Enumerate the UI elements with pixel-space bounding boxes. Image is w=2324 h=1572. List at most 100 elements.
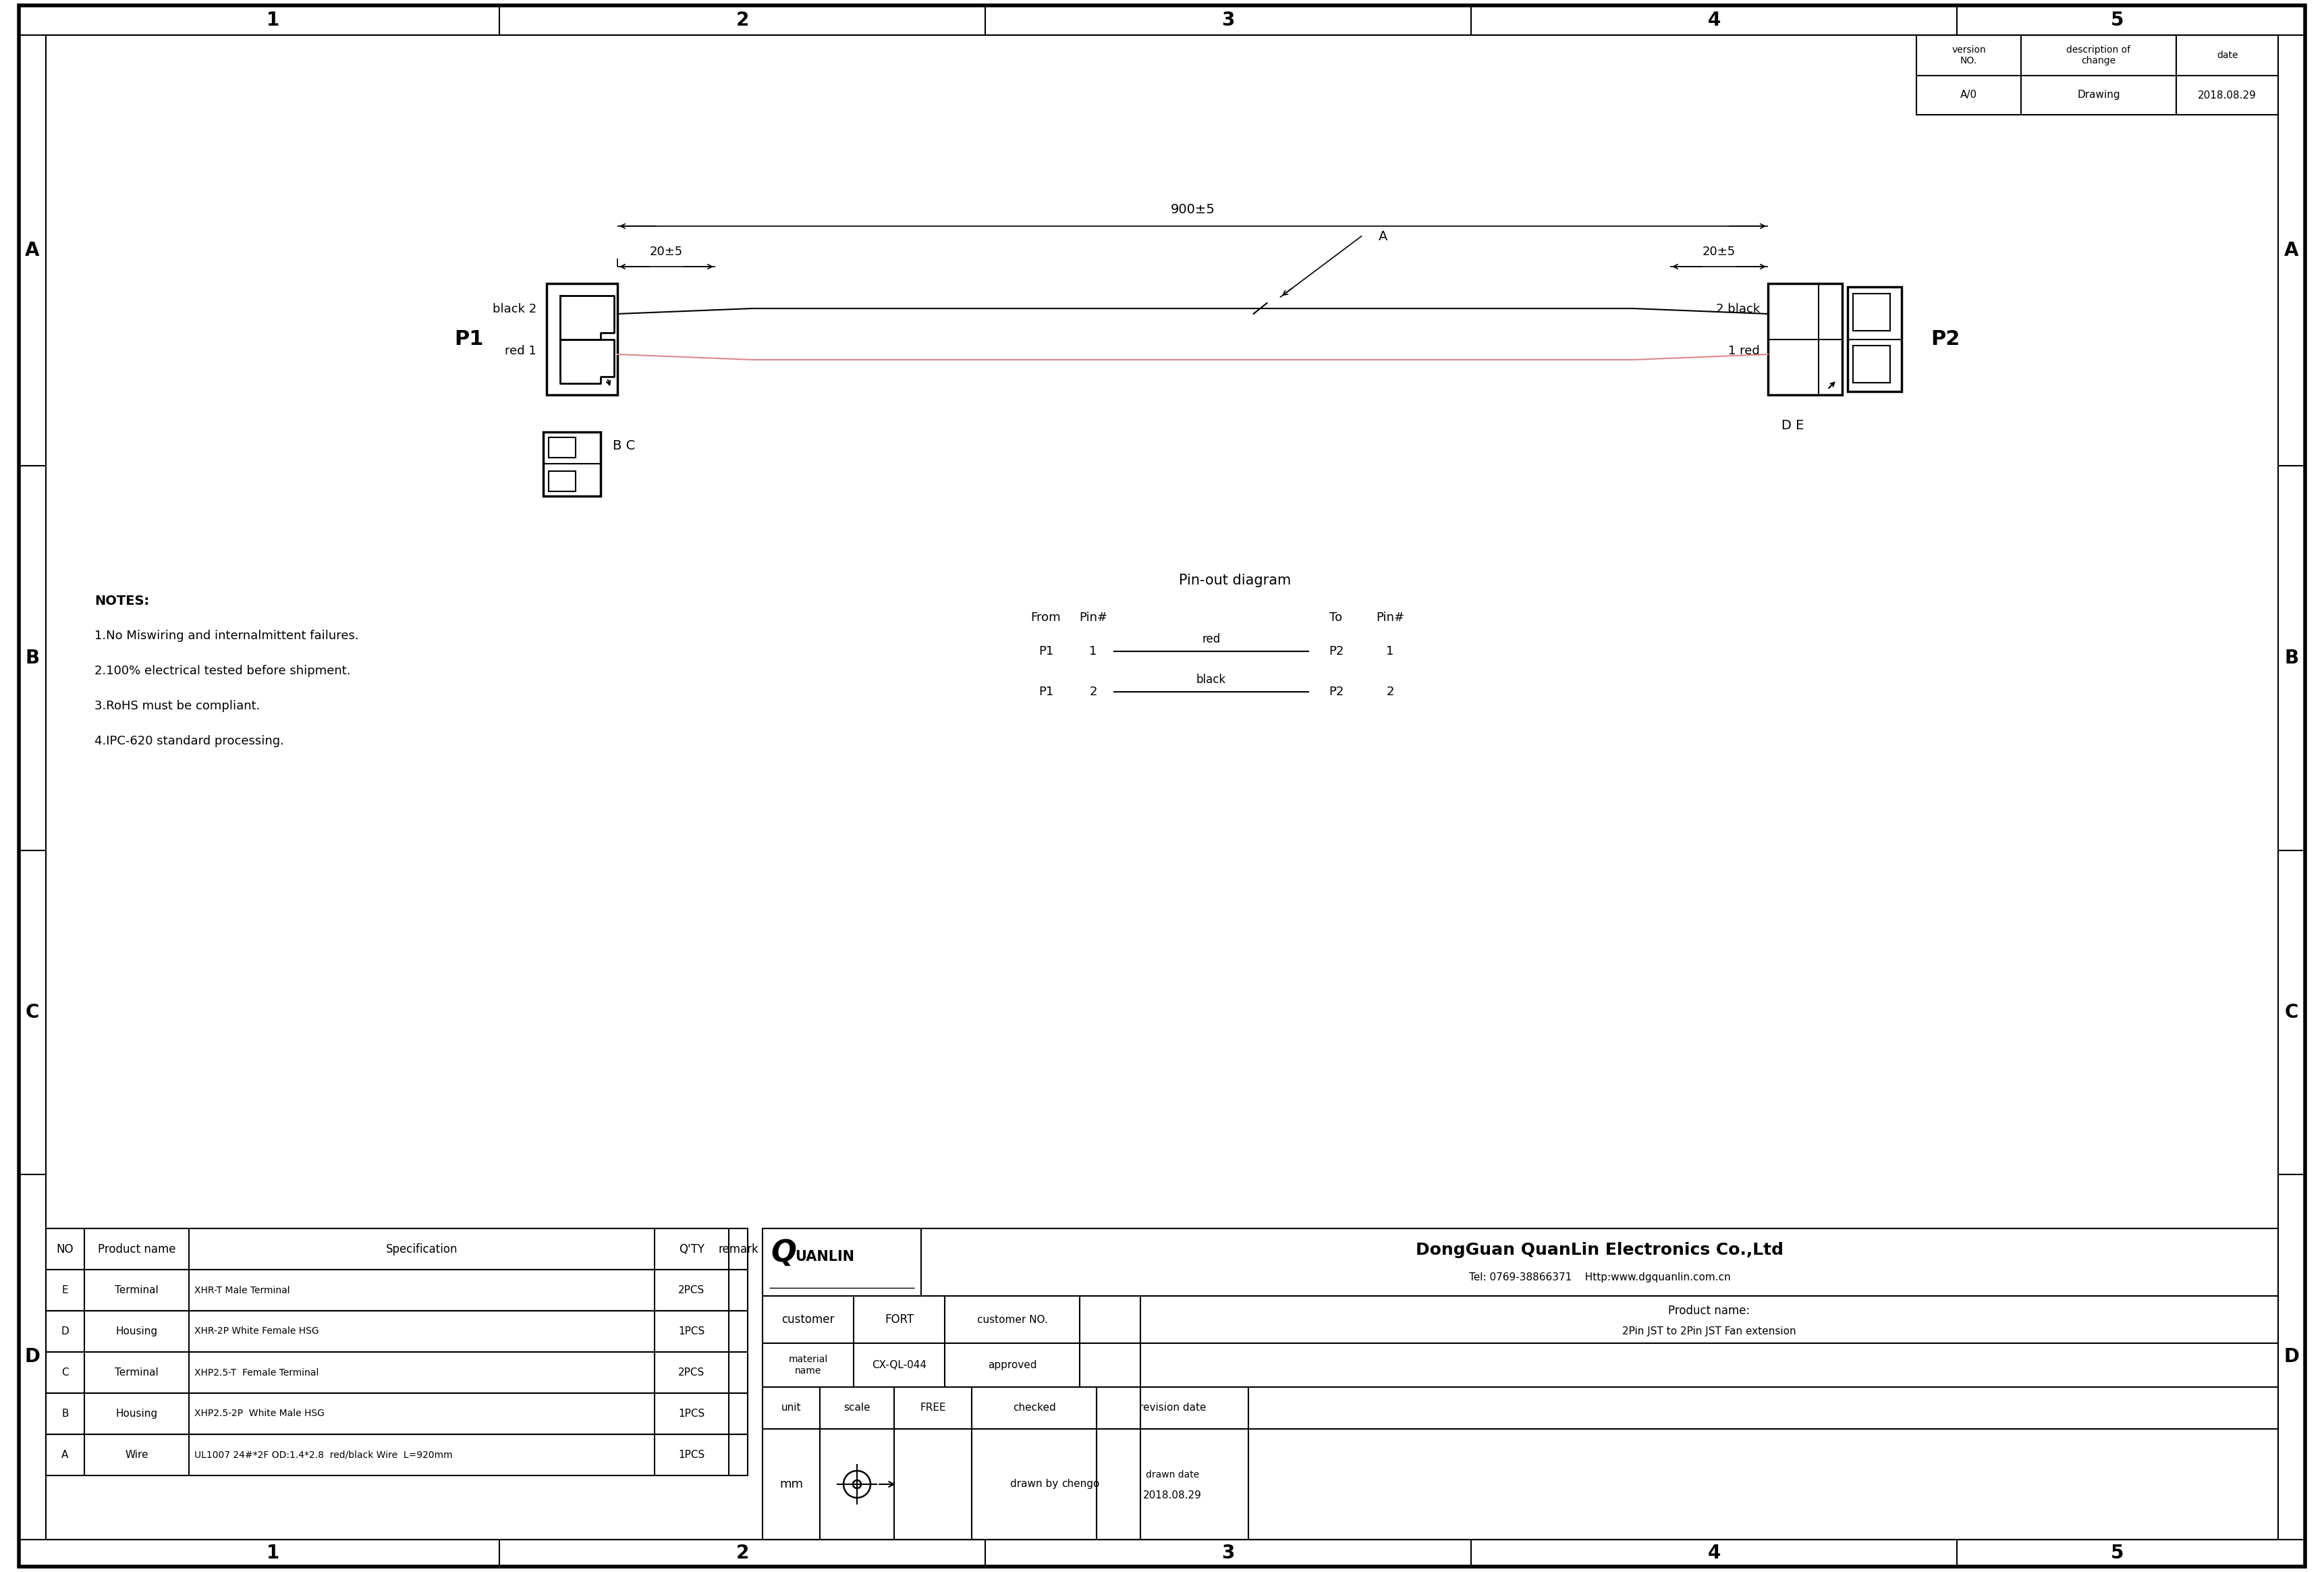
Text: customer NO.: customer NO. xyxy=(976,1314,1048,1325)
Text: black 2: black 2 xyxy=(493,303,537,316)
Text: Housing: Housing xyxy=(116,1409,158,1420)
Bar xyxy=(1848,286,1901,391)
Text: CX-QL-044: CX-QL-044 xyxy=(872,1360,927,1371)
Text: 4: 4 xyxy=(1708,11,1720,30)
Text: P2: P2 xyxy=(1329,685,1343,698)
Text: Q: Q xyxy=(772,1239,797,1267)
Text: Pin-out diagram: Pin-out diagram xyxy=(1178,574,1290,588)
Text: 2PCS: 2PCS xyxy=(679,1286,704,1295)
Text: D E: D E xyxy=(1783,418,1803,432)
Text: NO: NO xyxy=(56,1243,74,1254)
Text: XHR-2P White Female HSG: XHR-2P White Female HSG xyxy=(195,1327,318,1336)
Text: 2: 2 xyxy=(737,1544,748,1563)
Text: XHP2.5-2P  White Male HSG: XHP2.5-2P White Male HSG xyxy=(195,1409,325,1418)
Text: revision date: revision date xyxy=(1139,1402,1206,1413)
Bar xyxy=(548,472,576,492)
Text: Tel: 0769-38866371    Http:www.dgquanlin.com.cn: Tel: 0769-38866371 Http:www.dgquanlin.co… xyxy=(1469,1272,1731,1283)
Text: A: A xyxy=(2284,241,2298,259)
Text: drawn by: drawn by xyxy=(1011,1479,1057,1489)
Text: DongGuan QuanLin Electronics Co.,Ltd: DongGuan QuanLin Electronics Co.,Ltd xyxy=(1415,1242,1783,1258)
Text: B C: B C xyxy=(614,439,634,451)
Text: 1: 1 xyxy=(1385,645,1394,657)
Text: UL1007 24#*2F OD:1.4*2.8  red/black Wire  L=920mm: UL1007 24#*2F OD:1.4*2.8 red/black Wire … xyxy=(195,1449,453,1460)
Text: P1: P1 xyxy=(453,330,483,349)
Text: D: D xyxy=(26,1347,40,1366)
Text: 2018.08.29: 2018.08.29 xyxy=(2199,90,2257,101)
Bar xyxy=(1852,346,1889,382)
Text: chengo: chengo xyxy=(1062,1479,1099,1489)
Text: 1: 1 xyxy=(267,11,279,30)
Text: remark: remark xyxy=(718,1243,758,1254)
Text: C: C xyxy=(26,1003,40,1022)
Text: P1: P1 xyxy=(1039,685,1053,698)
Text: 900±5: 900±5 xyxy=(1171,203,1215,215)
Bar xyxy=(46,1352,748,1393)
Text: XHP2.5-T  Female Terminal: XHP2.5-T Female Terminal xyxy=(195,1368,318,1377)
Text: material
name: material name xyxy=(788,1355,827,1376)
Text: A: A xyxy=(1378,230,1387,242)
Text: 2.100% electrical tested before shipment.: 2.100% electrical tested before shipment… xyxy=(95,665,351,678)
Text: mm: mm xyxy=(779,1478,804,1490)
Text: checked: checked xyxy=(1013,1402,1055,1413)
Bar xyxy=(46,1311,748,1352)
Text: 20±5: 20±5 xyxy=(651,245,683,258)
Bar xyxy=(544,432,600,497)
Bar xyxy=(548,437,576,457)
Text: NOTES:: NOTES: xyxy=(95,594,149,607)
Text: Product name: Product name xyxy=(98,1243,177,1254)
Text: 1 red: 1 red xyxy=(1729,344,1759,357)
Text: description of
change: description of change xyxy=(2066,46,2131,66)
Text: 4: 4 xyxy=(1708,1544,1720,1563)
Text: 1.No Miswiring and internalmittent failures.: 1.No Miswiring and internalmittent failu… xyxy=(95,630,358,641)
Text: 4.IPC-620 standard processing.: 4.IPC-620 standard processing. xyxy=(95,736,284,747)
Text: B: B xyxy=(60,1409,70,1420)
Text: 1PCS: 1PCS xyxy=(679,1327,704,1336)
Text: 3: 3 xyxy=(1222,1544,1234,1563)
Text: Housing: Housing xyxy=(116,1327,158,1336)
Text: FREE: FREE xyxy=(920,1402,946,1413)
Text: 1PCS: 1PCS xyxy=(679,1409,704,1420)
Text: red 1: red 1 xyxy=(504,344,537,357)
Text: drawn date: drawn date xyxy=(1146,1470,1199,1479)
Text: P2: P2 xyxy=(1329,645,1343,657)
Text: Terminal: Terminal xyxy=(114,1368,158,1377)
Text: Product name:: Product name: xyxy=(1669,1305,1750,1317)
Text: D: D xyxy=(60,1327,70,1336)
Bar xyxy=(46,1393,748,1434)
Text: From: From xyxy=(1032,612,1062,624)
Text: XHR-T Male Terminal: XHR-T Male Terminal xyxy=(195,1286,290,1295)
Text: 1: 1 xyxy=(267,1544,279,1563)
Text: P2: P2 xyxy=(1931,330,1959,349)
Text: 2: 2 xyxy=(1090,685,1097,698)
Text: A: A xyxy=(26,241,40,259)
Bar xyxy=(46,1434,748,1476)
Text: Specification: Specification xyxy=(386,1243,458,1254)
Text: Pin#: Pin# xyxy=(1078,612,1106,624)
Text: P1: P1 xyxy=(1039,645,1053,657)
Text: A: A xyxy=(63,1449,70,1460)
Text: black: black xyxy=(1197,674,1227,685)
Text: C: C xyxy=(2284,1003,2298,1022)
Bar xyxy=(46,1228,748,1270)
Text: date: date xyxy=(2217,50,2238,60)
Text: C: C xyxy=(60,1368,70,1377)
Text: version
NO.: version NO. xyxy=(1952,46,1985,66)
Bar xyxy=(1852,294,1889,330)
Text: 5: 5 xyxy=(2110,1544,2124,1563)
Text: E: E xyxy=(63,1286,67,1295)
Text: 2: 2 xyxy=(737,11,748,30)
Text: 2: 2 xyxy=(1385,685,1394,698)
Text: 5: 5 xyxy=(2110,11,2124,30)
Text: 20±5: 20±5 xyxy=(1703,245,1736,258)
Text: 1: 1 xyxy=(1090,645,1097,657)
Text: 2018.08.29: 2018.08.29 xyxy=(1143,1490,1202,1500)
Text: UANLIN: UANLIN xyxy=(795,1250,855,1264)
Text: Drawing: Drawing xyxy=(2078,90,2119,101)
Text: Wire: Wire xyxy=(125,1449,149,1460)
Text: To: To xyxy=(1329,612,1343,624)
Text: 2 black: 2 black xyxy=(1715,303,1759,316)
Text: 2PCS: 2PCS xyxy=(679,1368,704,1377)
Bar xyxy=(1917,35,2278,115)
Text: customer: customer xyxy=(781,1314,834,1325)
Text: 2Pin JST to 2Pin JST Fan extension: 2Pin JST to 2Pin JST Fan extension xyxy=(1622,1325,1796,1336)
